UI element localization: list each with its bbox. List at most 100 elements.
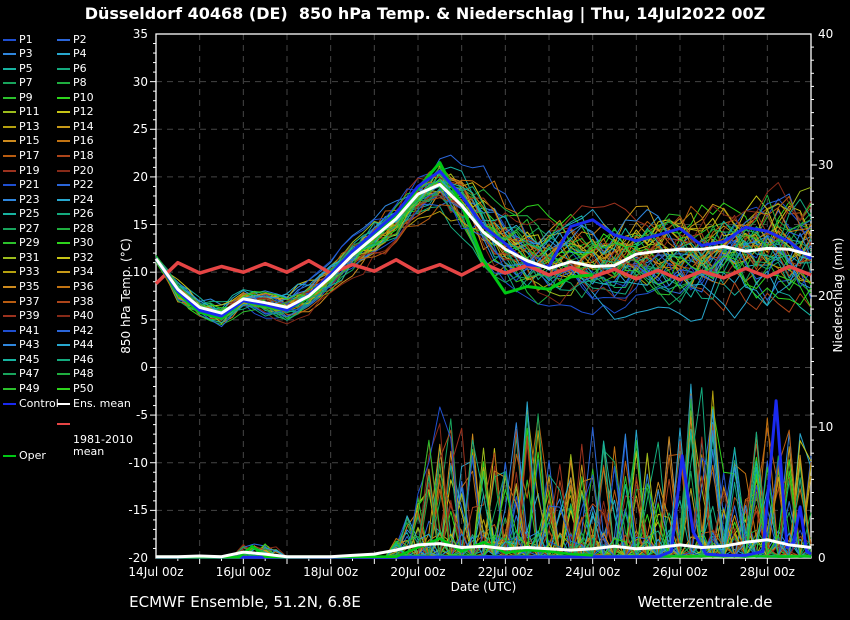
legend-item-p24-swatch <box>57 198 70 201</box>
legend-item-p29-swatch <box>3 242 16 245</box>
legend-item-p7-label: P7 <box>19 76 33 90</box>
legend-item-p36: P36 <box>57 281 94 294</box>
y-right-tick-label: 40 <box>818 27 834 41</box>
legend-item-p6: P6 <box>57 62 87 75</box>
legend-item-p31: P31 <box>3 251 40 264</box>
legend-item-control-swatch <box>3 402 16 405</box>
x-tick-label: 26Jul 00z <box>652 565 708 579</box>
legend-item-p12-label: P12 <box>73 105 94 119</box>
legend-item-p3: P3 <box>3 48 33 61</box>
legend-item-p50: P50 <box>57 382 94 395</box>
legend-item-p23-label: P23 <box>19 192 40 206</box>
legend-item-p19: P19 <box>3 164 40 177</box>
legend-item-p27: P27 <box>3 222 40 235</box>
legend-item-p6-swatch <box>57 67 70 70</box>
x-tick-label: 22Jul 00z <box>477 565 533 579</box>
legend-item-p28-swatch <box>57 227 70 230</box>
ens-mean-temp-line <box>154 183 812 315</box>
legend-item-p41-label: P41 <box>19 323 40 337</box>
legend-item-p18: P18 <box>57 149 94 162</box>
legend-item-p20: P20 <box>57 164 94 177</box>
x-tick-label: 28Jul 00z <box>739 565 795 579</box>
legend-item-p25-swatch <box>3 213 16 216</box>
legend-item-p44: P44 <box>57 339 94 352</box>
legend-item-p11-swatch <box>3 111 16 114</box>
legend-item-p16: P16 <box>57 135 94 148</box>
legend-item-p40: P40 <box>57 310 94 323</box>
legend-item-p37-swatch <box>3 300 16 303</box>
legend-item-p8-label: P8 <box>73 76 87 90</box>
legend-item-p8-swatch <box>57 82 70 85</box>
legend-item-p35-label: P35 <box>19 280 40 294</box>
legend-item-p32-swatch <box>57 256 70 259</box>
legend-item-p14-label: P14 <box>73 119 94 133</box>
legend-item-p13-swatch <box>3 125 16 128</box>
legend-item-p22-swatch <box>57 184 70 187</box>
legend-item-p19-swatch <box>3 169 16 172</box>
legend-item-p28-label: P28 <box>73 221 94 235</box>
legend-item-climate-mean: 1981-2010 mean <box>57 423 139 458</box>
member-temp-line-P47 <box>155 187 812 318</box>
legend-item-p21: P21 <box>3 179 40 192</box>
footer-source: ECMWF Ensemble, 51.2N, 6.8E <box>129 593 361 611</box>
legend-item-ens-mean: Ens. mean <box>57 397 131 410</box>
legend-item-p11: P11 <box>3 106 40 119</box>
legend-item-p33-label: P33 <box>19 265 40 279</box>
legend-item-p44-label: P44 <box>73 338 94 352</box>
y-left-tick-label: 30 <box>132 74 148 89</box>
ens-mean-precip-line <box>156 538 812 559</box>
legend-item-p32-label: P32 <box>73 250 94 264</box>
legend-item-control: Control <box>3 397 59 410</box>
member-temp-line-P40 <box>155 173 812 315</box>
legend-item-p2: P2 <box>57 33 87 46</box>
y-left-tick-label: 5 <box>140 312 148 327</box>
legend-item-p7-swatch <box>3 82 16 85</box>
legend-item-p34-swatch <box>57 271 70 274</box>
legend-item-p49-label: P49 <box>19 381 40 395</box>
legend-item-p13: P13 <box>3 120 40 133</box>
legend-item-p26: P26 <box>57 208 94 221</box>
legend-item-p49: P49 <box>3 382 40 395</box>
chart-title: Düsseldorf 40468 (DE) 850 hPa Temp. & Ni… <box>84 4 766 23</box>
legend-item-p22-label: P22 <box>73 178 94 192</box>
legend-item-p17: P17 <box>3 149 40 162</box>
climate-mean-line <box>154 258 812 285</box>
legend-item-p31-label: P31 <box>19 250 40 264</box>
legend-item-p41: P41 <box>3 324 40 337</box>
legend-item-p28: P28 <box>57 222 94 235</box>
legend-item-p31-swatch <box>3 256 16 259</box>
legend-item-oper-label: Oper <box>19 448 46 462</box>
legend-item-p10-label: P10 <box>73 90 94 104</box>
legend-item-climate-mean-swatch <box>57 423 70 425</box>
legend-item-p17-swatch <box>3 154 16 157</box>
oper-precip-line <box>156 537 593 559</box>
y-left-tick-label: 20 <box>132 169 148 184</box>
y-left-tick-label: -20 <box>128 551 148 565</box>
legend-item-p23-swatch <box>3 198 16 201</box>
legend-item-p47: P47 <box>3 368 40 381</box>
legend-item-p2-swatch <box>57 38 70 41</box>
legend-item-p35: P35 <box>3 281 40 294</box>
legend-item-p5-swatch <box>3 67 16 70</box>
legend-item-p19-label: P19 <box>19 163 40 177</box>
legend-item-p15-swatch <box>3 140 16 143</box>
legend-item-p45: P45 <box>3 353 40 366</box>
y-left-tick-label: 15 <box>132 217 148 232</box>
legend-item-p40-label: P40 <box>73 309 94 323</box>
legend-item-p25-label: P25 <box>19 207 40 221</box>
legend-item-p32: P32 <box>57 251 94 264</box>
legend-item-p18-swatch <box>57 154 70 157</box>
legend-item-p24: P24 <box>57 193 94 206</box>
legend-item-p9: P9 <box>3 91 33 104</box>
legend: P1 P2 P3 P4 P5 P6 P7 P8 P9 P10 P11 P12 P13 P14 P15 P16 P… <box>0 0 133 470</box>
legend-item-p33: P33 <box>3 266 40 279</box>
legend-item-p4-label: P4 <box>73 47 87 61</box>
legend-item-p46: P46 <box>57 353 94 366</box>
x-tick-label: 20Jul 00z <box>390 565 446 579</box>
legend-item-p3-swatch <box>3 53 16 56</box>
legend-item-p20-swatch <box>57 169 70 172</box>
legend-item-p39: P39 <box>3 310 40 323</box>
y-left-tick-label: 35 <box>132 27 148 41</box>
legend-item-p5-label: P5 <box>19 61 33 75</box>
